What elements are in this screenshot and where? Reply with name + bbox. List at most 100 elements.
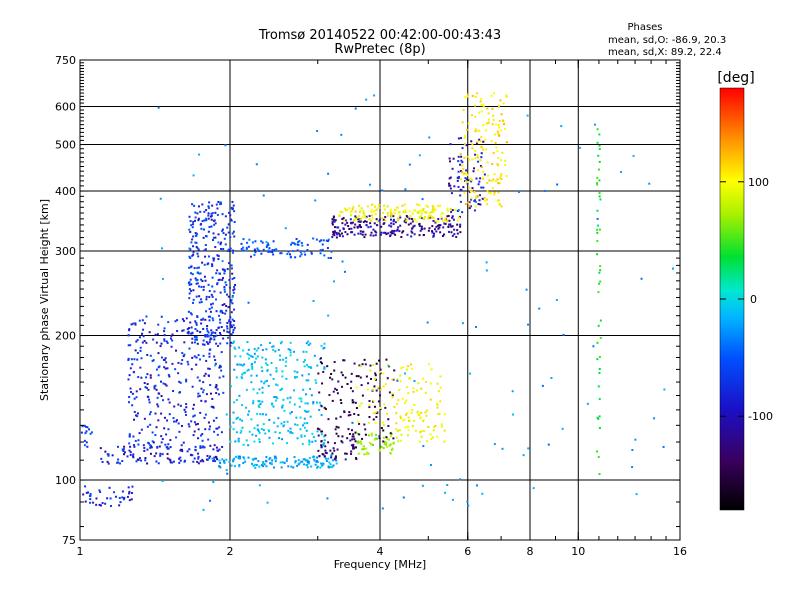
data-point [140, 428, 143, 431]
data-point [397, 217, 400, 220]
data-point [350, 450, 353, 453]
data-point [167, 428, 170, 431]
data-point [352, 435, 355, 438]
data-point [208, 352, 211, 355]
data-point [201, 318, 204, 321]
data-point [329, 376, 332, 379]
data-point [207, 342, 210, 345]
data-point [219, 203, 222, 206]
data-point [437, 413, 440, 416]
data-point [181, 359, 184, 362]
data-point [419, 217, 422, 220]
data-point [487, 112, 490, 115]
data-point [470, 178, 473, 181]
data-point [159, 454, 162, 457]
data-point [402, 230, 405, 233]
data-point [663, 388, 666, 391]
data-point [364, 216, 367, 219]
data-point [362, 209, 365, 212]
data-points [80, 92, 674, 511]
data-point [296, 424, 299, 427]
data-point [417, 413, 420, 416]
data-point [299, 250, 302, 253]
data-point [188, 215, 191, 218]
data-point [265, 348, 268, 351]
data-point [328, 394, 331, 397]
data-point [449, 223, 452, 226]
data-point [181, 329, 184, 332]
data-point [359, 210, 362, 213]
data-point [169, 439, 172, 442]
data-point [208, 367, 211, 370]
data-point [267, 243, 270, 246]
data-point [399, 380, 402, 383]
data-point [412, 225, 415, 228]
data-point [140, 357, 143, 360]
data-point [203, 374, 206, 377]
data-point [333, 230, 336, 233]
data-point [344, 231, 347, 234]
data-point [143, 449, 146, 452]
data-point [173, 405, 176, 408]
y-tick-label: 750 [55, 54, 76, 67]
data-point [305, 429, 308, 432]
data-point [315, 381, 318, 384]
data-point [596, 416, 599, 419]
data-point [419, 431, 422, 434]
data-point [269, 462, 272, 465]
data-point [216, 269, 219, 272]
data-point [305, 342, 308, 345]
data-point [597, 154, 600, 157]
data-point [430, 211, 433, 214]
data-point [196, 212, 199, 215]
data-point [219, 318, 222, 321]
data-point [163, 334, 166, 337]
data-point [426, 440, 429, 443]
data-point [490, 140, 493, 143]
data-point [306, 243, 309, 246]
data-point [205, 209, 208, 212]
data-point [353, 362, 356, 365]
data-point [157, 374, 160, 377]
data-point [318, 455, 321, 458]
data-point [246, 352, 249, 355]
data-point [596, 358, 599, 361]
data-point [127, 344, 130, 347]
data-point [85, 491, 88, 494]
data-point [496, 163, 499, 166]
data-point [242, 246, 245, 249]
data-point [456, 232, 459, 235]
data-point [364, 433, 367, 436]
data-point [246, 341, 249, 344]
data-point [398, 429, 401, 432]
data-point [289, 431, 292, 434]
data-point [131, 392, 134, 395]
data-point [224, 233, 227, 236]
data-point [321, 382, 324, 385]
data-point [197, 428, 200, 431]
data-point [420, 215, 423, 218]
data-point [351, 421, 354, 424]
data-point [279, 358, 282, 361]
data-point [218, 465, 221, 468]
data-point [136, 358, 139, 361]
data-point [480, 166, 483, 169]
data-point [404, 211, 407, 214]
data-point [182, 319, 185, 322]
data-point [408, 217, 411, 220]
data-point [418, 224, 421, 227]
data-point [135, 460, 138, 463]
data-point [387, 418, 390, 421]
data-point [368, 416, 371, 419]
data-point [318, 401, 321, 404]
data-point [271, 402, 274, 405]
data-point [212, 448, 215, 451]
data-point [381, 507, 384, 510]
data-point [464, 96, 467, 99]
data-point [307, 373, 310, 376]
data-point [209, 310, 212, 313]
data-point [248, 430, 251, 433]
data-point [364, 233, 367, 236]
data-point [596, 182, 599, 185]
data-point [363, 423, 366, 426]
